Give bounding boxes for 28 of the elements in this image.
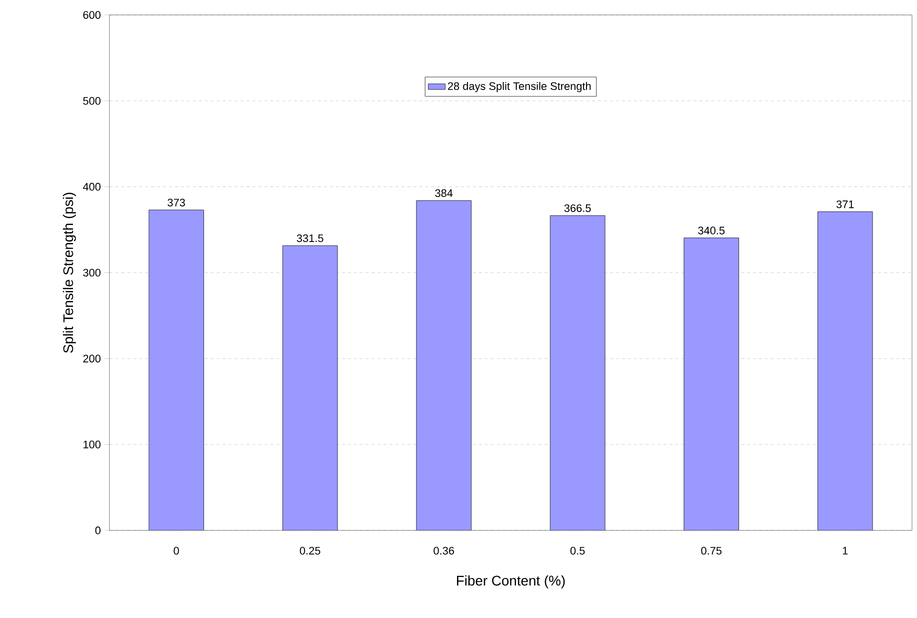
y-tick-label: 600 [83, 11, 101, 19]
y-tick-label: 400 [82, 182, 101, 191]
y-tick-label: 500 [83, 96, 101, 105]
y-tick-label: 200 [83, 354, 101, 362]
data-label: 371 [836, 200, 854, 208]
y-tick-label: 0 [95, 526, 101, 534]
bar [550, 215, 606, 530]
x-tick-label: 0.75 [701, 546, 722, 555]
x-axis-title: Fiber Content (%) [457, 575, 565, 588]
x-tick-label: 1 [842, 546, 848, 554]
legend-label: 28 days Split Tensile Strength [448, 82, 591, 92]
x-tick-label: 0.25 [300, 546, 320, 555]
data-label: 331.5 [296, 234, 324, 242]
x-tick-label: 0.5 [570, 546, 585, 555]
x-tick-label: 0 [174, 546, 179, 555]
y-tick-label: 300 [83, 268, 101, 276]
bar [818, 211, 873, 530]
data-label: 366.5 [564, 204, 591, 212]
data-label: 373 [168, 198, 185, 206]
data-label: 384 [435, 189, 453, 197]
y-axis-title: Split Tensile Strength (psi) [62, 192, 76, 353]
bar [684, 238, 739, 530]
bar [282, 245, 338, 530]
bar [148, 210, 204, 530]
bar [416, 200, 472, 530]
data-label: 340.5 [698, 226, 725, 234]
y-tick-label: 100 [84, 440, 101, 448]
x-tick-label: 0.36 [434, 546, 454, 555]
